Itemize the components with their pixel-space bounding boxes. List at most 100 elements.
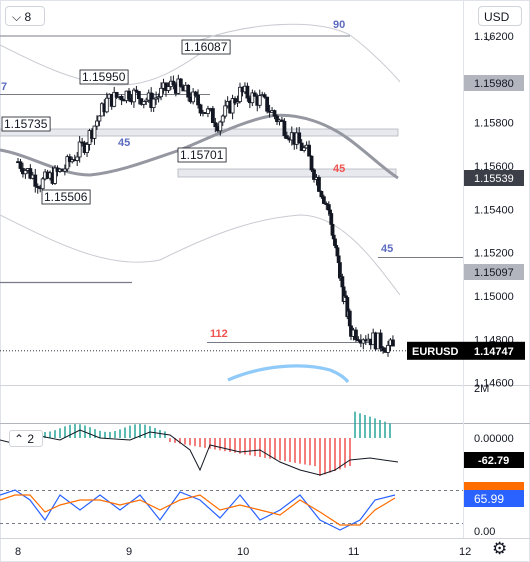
candle-body [97,115,102,122]
annotation-box [41,189,91,205]
candle-body [210,108,215,124]
annotation-box [1,116,51,132]
candle-body [156,96,161,99]
candle-body [324,203,329,205]
candle [307,140,311,157]
candle [18,158,23,172]
candle-body [354,329,358,341]
candle [312,168,316,183]
currency-select[interactable]: USD ⌵ [478,6,522,44]
candle-body [250,92,255,104]
candle [319,190,324,199]
histogram-group [44,411,391,476]
candle [284,131,289,140]
candle-body [77,141,82,158]
candle-body [361,339,366,344]
volume-axis-label: 2M [474,383,489,395]
lower-band [0,214,401,296]
annotation-label: 1.16087 [184,40,228,54]
candle-body [386,345,390,353]
price-tick: 1.15800 [474,118,514,130]
candle [262,92,267,99]
ma-label: 112 [210,328,228,340]
annotation-box [181,39,231,55]
collapse-toolbar-button[interactable]: ⌵ 8 [5,6,45,26]
candle-body [280,119,284,122]
candle [265,96,270,114]
candle-body [257,95,262,106]
annotation-box [79,69,129,85]
chevron-up-icon: ⌃ [14,432,25,446]
candle [206,105,210,118]
candle [218,120,223,136]
time-tick: 8 [15,546,21,558]
candle [166,82,171,94]
candle [28,164,33,180]
candle [230,94,235,120]
candle-body [18,161,23,169]
ma-label: 45 [333,163,345,175]
annotation-label: 1.15701 [180,148,224,162]
candle [171,75,176,90]
candle [119,94,124,106]
candle [144,97,149,106]
candle-body [23,170,28,175]
candle [282,118,287,139]
candle [40,177,45,190]
time-tick: 10 [237,546,249,558]
candle [23,168,28,179]
candle-body [134,89,139,92]
candles-group [16,74,395,357]
candle-body [65,156,70,170]
candle [272,109,277,120]
candle-body [317,177,321,192]
candle [62,164,67,176]
osc-tick: 0.00000 [474,433,514,445]
candle-body [159,87,163,98]
candle-body [252,92,257,97]
candle [233,96,237,106]
candle [391,335,395,347]
ma-label: 90 [333,19,345,31]
candle-body [112,91,117,107]
collapse-count: 8 [24,10,32,24]
stoch-d-line [0,494,396,526]
candle [75,151,80,167]
candle-body [356,339,361,342]
chevron-down-icon: ⌵ [12,10,22,24]
candle [112,86,117,108]
candle [65,154,70,172]
candle-body [378,332,383,349]
candle-body [238,86,242,103]
candle-body [119,95,124,101]
candle-body [206,108,210,114]
pane-collapse-button[interactable]: ⌃ 2 [9,430,43,447]
candle-body [141,101,146,105]
candle-body [171,80,176,86]
candle [92,125,97,145]
candle-body [151,98,156,108]
candle-body [220,115,225,123]
candle-body [85,144,89,153]
candle [223,99,228,119]
candle [354,327,358,343]
candle-body [230,98,235,114]
candle-body [28,168,33,179]
candle-body [309,155,314,171]
ma-label: 45 [381,243,393,255]
candle [114,91,119,100]
pane-label: 2 [27,432,35,446]
upper-band-left [0,39,221,86]
candle-body [62,168,67,172]
candle-body [245,85,250,99]
price-tag-label: 1.15980 [474,78,514,90]
candle [134,85,139,94]
candle [257,89,262,109]
candle [151,93,156,112]
price-tag [464,75,524,91]
settings-gear-icon[interactable]: ⚙ [492,539,508,558]
candle [299,139,304,151]
candle [156,93,161,103]
